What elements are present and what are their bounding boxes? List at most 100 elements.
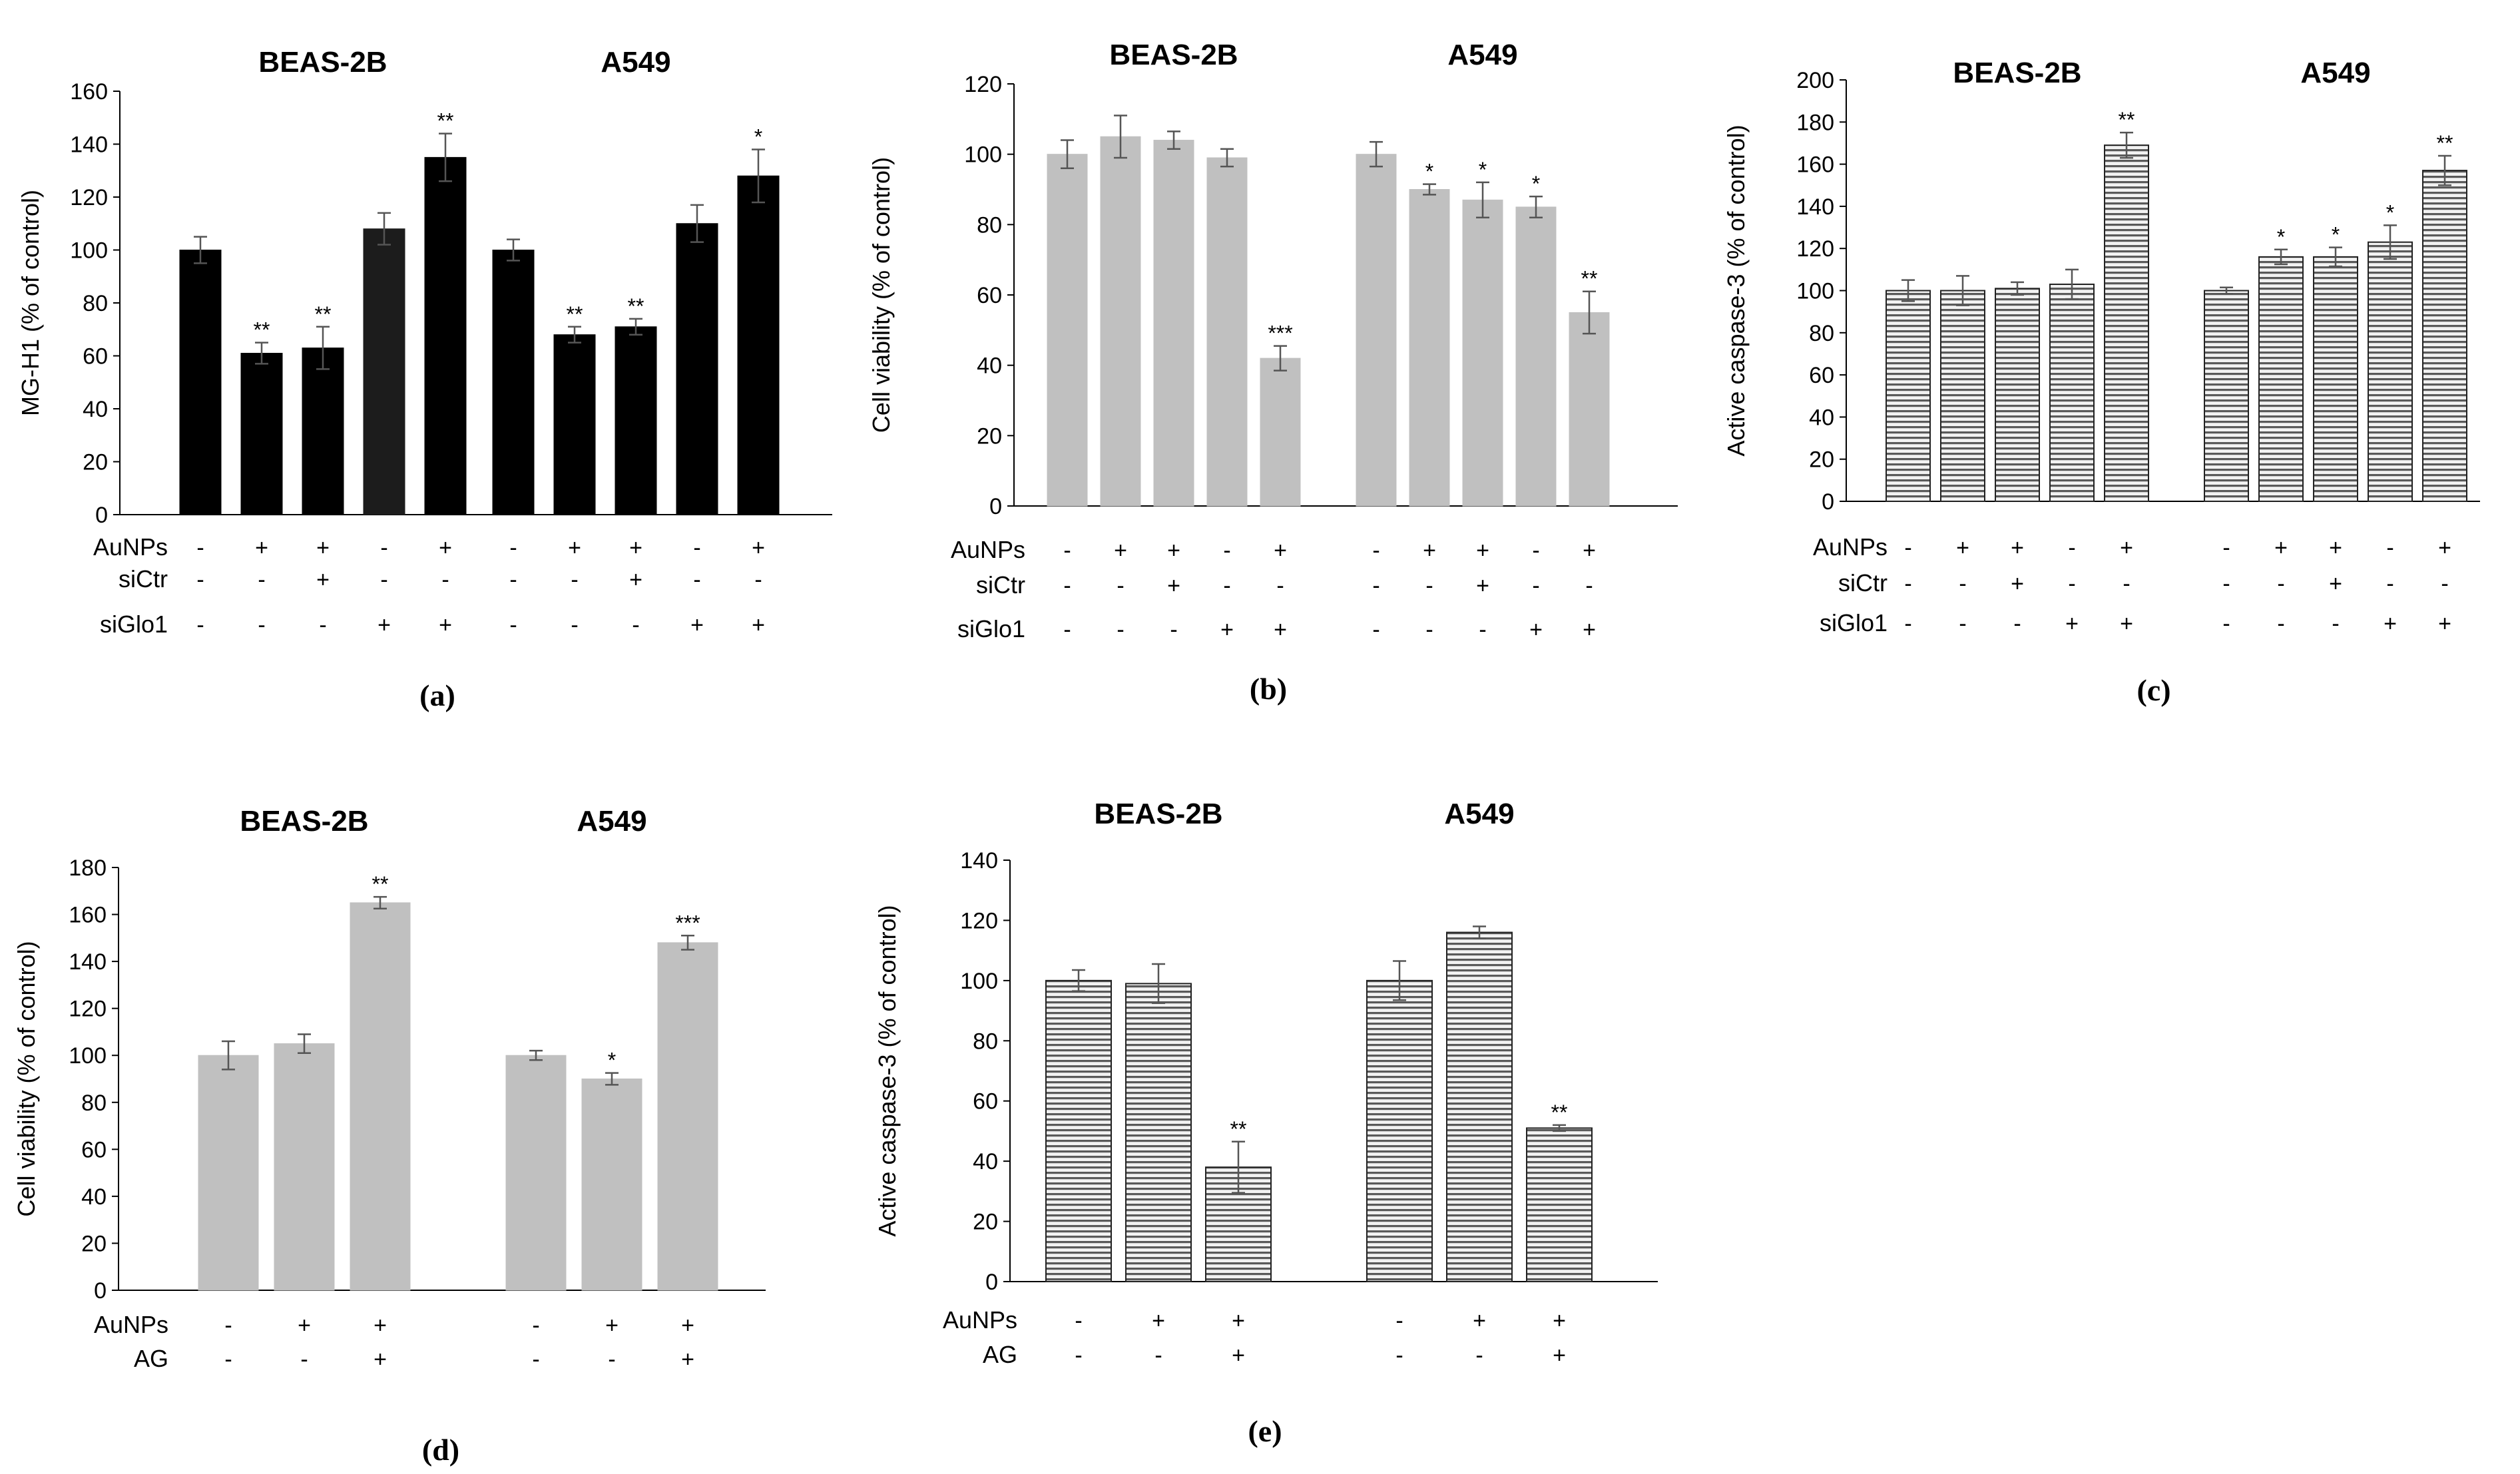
significance-label: **	[372, 872, 389, 896]
y-tick-label: 60	[83, 344, 108, 369]
y-tick-label: 120	[70, 185, 108, 210]
group-title: BEAS-2B	[1094, 798, 1222, 830]
treatment-symbol: -	[2222, 535, 2230, 561]
significance-label: **	[254, 318, 270, 342]
treatment-symbol: -	[1372, 573, 1380, 599]
treatment-symbol: -	[754, 567, 762, 593]
y-tick-label: 120	[964, 72, 1002, 97]
treatment-symbol: +	[690, 613, 704, 638]
significance-label: *	[1425, 160, 1433, 184]
treatment-symbol: -	[1425, 617, 1433, 642]
treatment-symbol: +	[1476, 573, 1489, 599]
bar	[1446, 931, 1513, 1282]
treatment-symbol: +	[1583, 538, 1596, 563]
y-tick-label: 60	[81, 1137, 107, 1162]
treatment-label: AuNPs	[943, 1306, 1017, 1334]
y-tick-label: 40	[83, 397, 108, 422]
group-title: BEAS-2B	[258, 46, 387, 79]
bar	[302, 348, 344, 515]
treatment-symbol: +	[2329, 535, 2342, 561]
panel-label: (e)	[1248, 1414, 1282, 1448]
group-title: A549	[577, 805, 646, 838]
significance-label: **	[315, 302, 332, 326]
treatment-label: siGlo1	[957, 615, 1025, 642]
treatment-symbol: -	[509, 535, 517, 561]
bar	[1526, 1127, 1593, 1282]
treatment-symbol: +	[374, 1313, 387, 1338]
treatment-symbol: -	[1585, 573, 1593, 599]
treatment-symbol: -	[1959, 611, 1966, 636]
bar	[492, 250, 535, 515]
treatment-symbol: -	[380, 535, 387, 561]
treatment-symbol: +	[1473, 1308, 1486, 1334]
group-title: A549	[601, 46, 670, 79]
y-tick-label: 20	[81, 1231, 107, 1256]
treatment-symbol: -	[693, 535, 700, 561]
y-tick-label: 180	[69, 856, 107, 881]
y-tick-label: 100	[964, 142, 1002, 168]
treatment-symbol: -	[224, 1313, 232, 1338]
y-tick-label: 40	[1809, 405, 1834, 430]
treatment-symbol: +	[568, 535, 581, 561]
y-tick-label: 140	[1796, 194, 1834, 220]
treatment-symbol: -	[1904, 535, 1911, 561]
chart-panel-a: 0 20 40 60 80 100 120 140 160 MG-H1 (% of control…	[17, 46, 832, 712]
bar	[424, 156, 467, 515]
panel-label: (c)	[2137, 673, 2170, 707]
treatment-symbol: -	[1532, 538, 1539, 563]
treatment-symbol: +	[316, 567, 330, 593]
y-tick-label: 120	[69, 997, 107, 1022]
significance-label: *	[1532, 172, 1540, 196]
treatment-symbol: +	[752, 535, 765, 561]
bar	[240, 353, 283, 515]
treatment-symbol: +	[681, 1347, 694, 1372]
y-tick-label: 20	[977, 423, 1002, 449]
y-tick-label: 80	[973, 1029, 998, 1054]
treatment-symbol: -	[2386, 535, 2394, 561]
treatment-symbol: -	[509, 567, 517, 593]
treatment-label: AuNPs	[93, 533, 168, 561]
treatment-symbol: +	[629, 567, 642, 593]
treatment-symbol: -	[224, 1347, 232, 1372]
treatment-symbol: -	[1904, 571, 1911, 597]
treatment-symbol: +	[1956, 535, 1969, 561]
significance-label: ***	[1268, 322, 1292, 346]
significance-label: **	[2119, 108, 2135, 132]
y-tick-label: 80	[977, 212, 1002, 238]
bar	[1569, 312, 1610, 507]
treatment-symbol: -	[571, 613, 578, 638]
treatment-symbol: +	[1114, 538, 1127, 563]
treatment-label: siCtr	[119, 565, 168, 593]
bar	[1995, 288, 2040, 502]
treatment-symbol: +	[2011, 535, 2024, 561]
bar	[198, 1055, 259, 1291]
bar	[1100, 136, 1141, 507]
treatment-symbol: +	[1274, 617, 1287, 642]
treatment-symbol: -	[532, 1313, 539, 1338]
y-tick-label: 0	[95, 503, 108, 528]
treatment-symbol: +	[2329, 571, 2342, 597]
treatment-label: AG	[134, 1345, 168, 1372]
chart-panel-b: 0 20 40 60 80 100 120 Cell viability (% of cont…	[868, 39, 1678, 706]
significance-label: *	[2277, 225, 2285, 249]
y-tick-label: 60	[973, 1089, 998, 1114]
y-tick-label: 0	[989, 494, 1002, 519]
group-title: BEAS-2B	[1953, 57, 2081, 89]
treatment-symbol: +	[629, 535, 642, 561]
treatment-symbol: +	[2120, 535, 2133, 561]
treatment-symbol: -	[1075, 1343, 1082, 1368]
treatment-symbol: -	[571, 567, 578, 593]
group-title: A549	[1447, 39, 1517, 71]
treatment-symbol: -	[1063, 573, 1071, 599]
treatment-symbol: -	[196, 535, 204, 561]
treatment-symbol: +	[316, 535, 330, 561]
bar	[1515, 206, 1557, 507]
significance-label: *	[608, 1049, 616, 1073]
treatment-symbol: -	[380, 567, 387, 593]
treatment-symbol: -	[1154, 1343, 1162, 1368]
treatment-symbol: -	[608, 1347, 615, 1372]
bar	[274, 1043, 335, 1291]
treatment-symbol: -	[1372, 617, 1380, 642]
treatment-symbol: -	[1395, 1308, 1403, 1334]
